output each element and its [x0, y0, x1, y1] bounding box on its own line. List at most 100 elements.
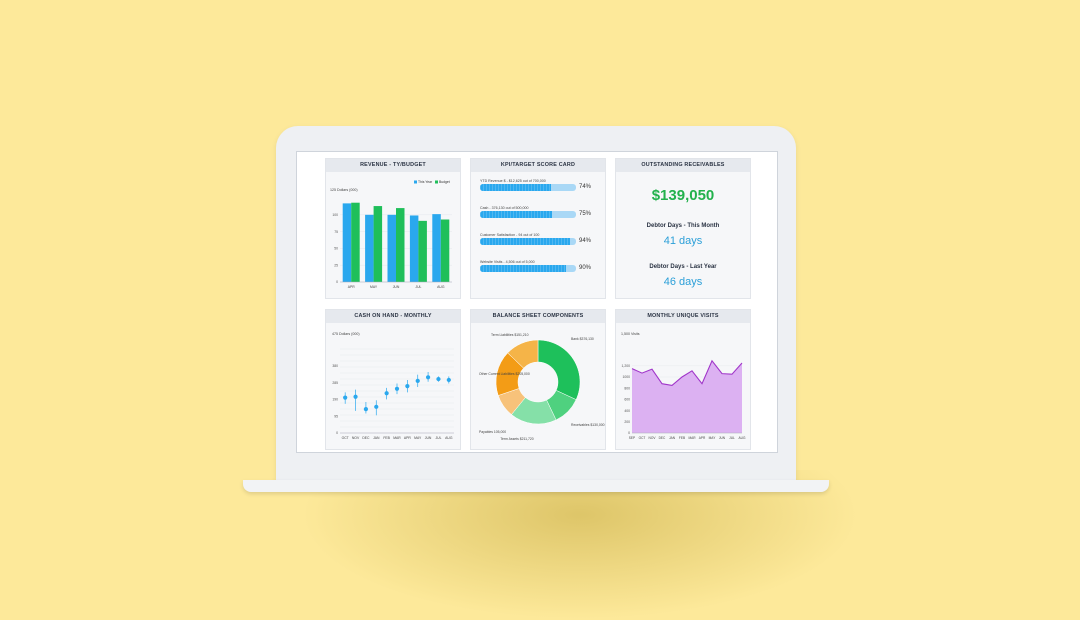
revenue-y-tick: 50 — [334, 247, 338, 251]
cash-y-tick: 380 — [332, 364, 338, 368]
cash-x-tick: MAR — [393, 436, 401, 440]
balance-label-other-liabilities: Other Current Liabilities $205,000 — [479, 372, 530, 376]
balance-label-term-assets: Term Assets $211,720 — [500, 437, 533, 441]
revenue-y-tick: 100 — [332, 213, 338, 217]
visits-panel: MONTHLY UNIQUE VISITS 1,500 Visits 0 200 40… — [615, 309, 751, 450]
kpi-panel: KPI/TARGET SCORE CARD YTD Revenue $ - $1… — [470, 158, 606, 299]
cash-x-tick: JAN — [373, 436, 380, 440]
cash-chart: 475 Dollars (000) 0 95 190 285 380 OCT NOV DEC JA… — [332, 332, 454, 440]
cash-panel-title: CASH ON HAND - MONTHLY — [326, 310, 460, 323]
visits-x-tick: JUL — [729, 436, 735, 440]
cash-point — [436, 376, 441, 382]
balance-label-bank: Bank $376,130 — [571, 337, 594, 341]
cash-x-tick: AUG — [445, 436, 453, 440]
cash-point — [405, 384, 410, 389]
revenue-bar-budget — [440, 219, 450, 282]
kpi-progress-bar — [480, 184, 576, 191]
kpi-row: Cash - 376,130 out of 500,000 75% — [480, 206, 600, 218]
cash-point — [415, 378, 420, 383]
cash-point — [425, 375, 431, 380]
kpi-row: YTD Revenue $ - $12,625 out of 700,000 74… — [480, 179, 600, 191]
visits-line — [631, 359, 743, 386]
cash-x-tick: NOV — [352, 436, 360, 440]
kpi-progress-bar — [480, 265, 576, 272]
balance-panel: BALANCE SHEET COMPONENTS Bank $376,130 Re… — [470, 309, 606, 450]
kpi-row: Website Visits - 4,506 out of 5,000 90% — [480, 260, 600, 272]
visits-y-axis-label: 1,500 Visits — [621, 332, 640, 336]
receivables-panel: OUTSTANDING RECEIVABLES $139,050 Debtor … — [615, 158, 751, 299]
visits-x-tick: JUN — [719, 436, 726, 440]
visits-y-tick: 800 — [624, 386, 630, 390]
laptop-base — [243, 480, 829, 492]
debtor-days-this-month-label: Debtor Days - This Month — [646, 223, 720, 229]
cash-point — [343, 395, 348, 400]
visits-y-tick: 0 — [628, 431, 630, 435]
visits-y-tick: 200 — [624, 420, 630, 424]
revenue-bar-budget — [351, 202, 360, 282]
kpi-progress-bar — [480, 211, 576, 218]
balance-panel-title: BALANCE SHEET COMPONENTS — [471, 310, 605, 323]
cash-point — [353, 394, 358, 399]
visits-y-tick: 1,200 — [622, 364, 631, 368]
debtor-days-last-year-value: 46 days — [663, 276, 703, 288]
revenue-bar-this-year — [387, 214, 396, 282]
revenue-y-tick: 0 — [336, 280, 338, 284]
cash-point — [363, 407, 369, 412]
visits-x-tick: OCT — [639, 436, 646, 440]
cash-panel: CASH ON HAND - MONTHLY 475 Dollars (000)… — [325, 309, 461, 450]
balance-label-receivables: Receivables $130,000 — [571, 423, 605, 427]
revenue-bar-budget — [373, 206, 383, 282]
cash-x-tick: OCT — [342, 436, 349, 440]
revenue-legend-label-budget: Budget — [439, 180, 450, 184]
kpi-label: Website Visits - 4,506 out of 5,000 — [480, 260, 535, 264]
visits-x-tick: MAY — [709, 436, 717, 440]
kpi-panel-title: KPI/TARGET SCORE CARD — [471, 159, 605, 172]
revenue-x-tick: JUL — [415, 285, 421, 289]
revenue-x-tick: JUN — [393, 285, 400, 289]
kpi-progress-bar — [480, 238, 576, 245]
debtor-days-this-month-value: 41 days — [663, 235, 703, 247]
kpi-percent: 94% — [579, 238, 592, 244]
revenue-x-tick: MAY — [370, 285, 378, 289]
debtor-days-last-year-label: Debtor Days - Last Year — [649, 264, 717, 270]
cash-x-tick: MAY — [414, 436, 422, 440]
cash-x-tick: JUN — [425, 436, 432, 440]
cash-point — [446, 377, 451, 383]
cash-point — [384, 391, 389, 396]
revenue-x-tick: AUG — [437, 285, 445, 289]
laptop-frame: REVENUE - TY/BUDGET 125 Dollars (000) 0 25… — [276, 126, 796, 486]
revenue-bar-this-year — [365, 214, 374, 282]
visits-chart: 1,500 Visits 0 200 400 600 800 1000 1,200 SEP OCT… — [621, 332, 746, 440]
kpi-progress-fill — [480, 265, 567, 272]
cash-point — [394, 386, 400, 391]
kpi-label: Customer Satisfaction - 94 out of 100 — [480, 233, 540, 237]
cash-y-tick: 190 — [332, 398, 338, 402]
kpi-progress-fill — [480, 211, 552, 218]
visits-x-tick: APR — [699, 436, 706, 440]
cash-x-tick: APR — [404, 436, 412, 440]
revenue-chart: 125 Dollars (000) 0 25 50 75 100 This Year Budg… — [330, 180, 452, 289]
visits-x-tick: AUG — [739, 436, 746, 440]
cash-y-axis-label: 475 Dollars (000) — [332, 332, 360, 336]
revenue-legend-swatch-budget — [435, 180, 438, 184]
revenue-panel: REVENUE - TY/BUDGET 125 Dollars (000) 0 25… — [325, 158, 461, 299]
balance-label-payables: Payables 105,000 — [479, 430, 506, 434]
visits-x-tick: FEB — [679, 436, 685, 440]
kpi-label: Cash - 376,130 out of 500,000 — [480, 206, 529, 210]
visits-y-tick: 400 — [624, 409, 630, 413]
balance-chart: Bank $376,130 Receivables $130,000 Term As… — [479, 333, 605, 441]
receivables-panel-title: OUTSTANDING RECEIVABLES — [616, 159, 750, 172]
kpi-percent: 75% — [579, 211, 592, 217]
cash-y-tick: 0 — [336, 431, 338, 435]
revenue-y-tick: 75 — [334, 230, 338, 234]
revenue-legend-swatch-this-year — [414, 180, 417, 184]
revenue-y-axis-label: 125 Dollars (000) — [330, 188, 358, 192]
visits-panel-title: MONTHLY UNIQUE VISITS — [616, 310, 750, 323]
revenue-bar-budget — [418, 220, 427, 282]
balance-slice-bank — [537, 339, 581, 400]
kpi-progress-fill — [480, 184, 552, 191]
balance-slice-term-liabilities — [507, 339, 539, 369]
cash-x-tick: FEB — [383, 436, 390, 440]
visits-x-tick: NOV — [649, 436, 657, 440]
revenue-panel-title: REVENUE - TY/BUDGET — [326, 159, 460, 172]
